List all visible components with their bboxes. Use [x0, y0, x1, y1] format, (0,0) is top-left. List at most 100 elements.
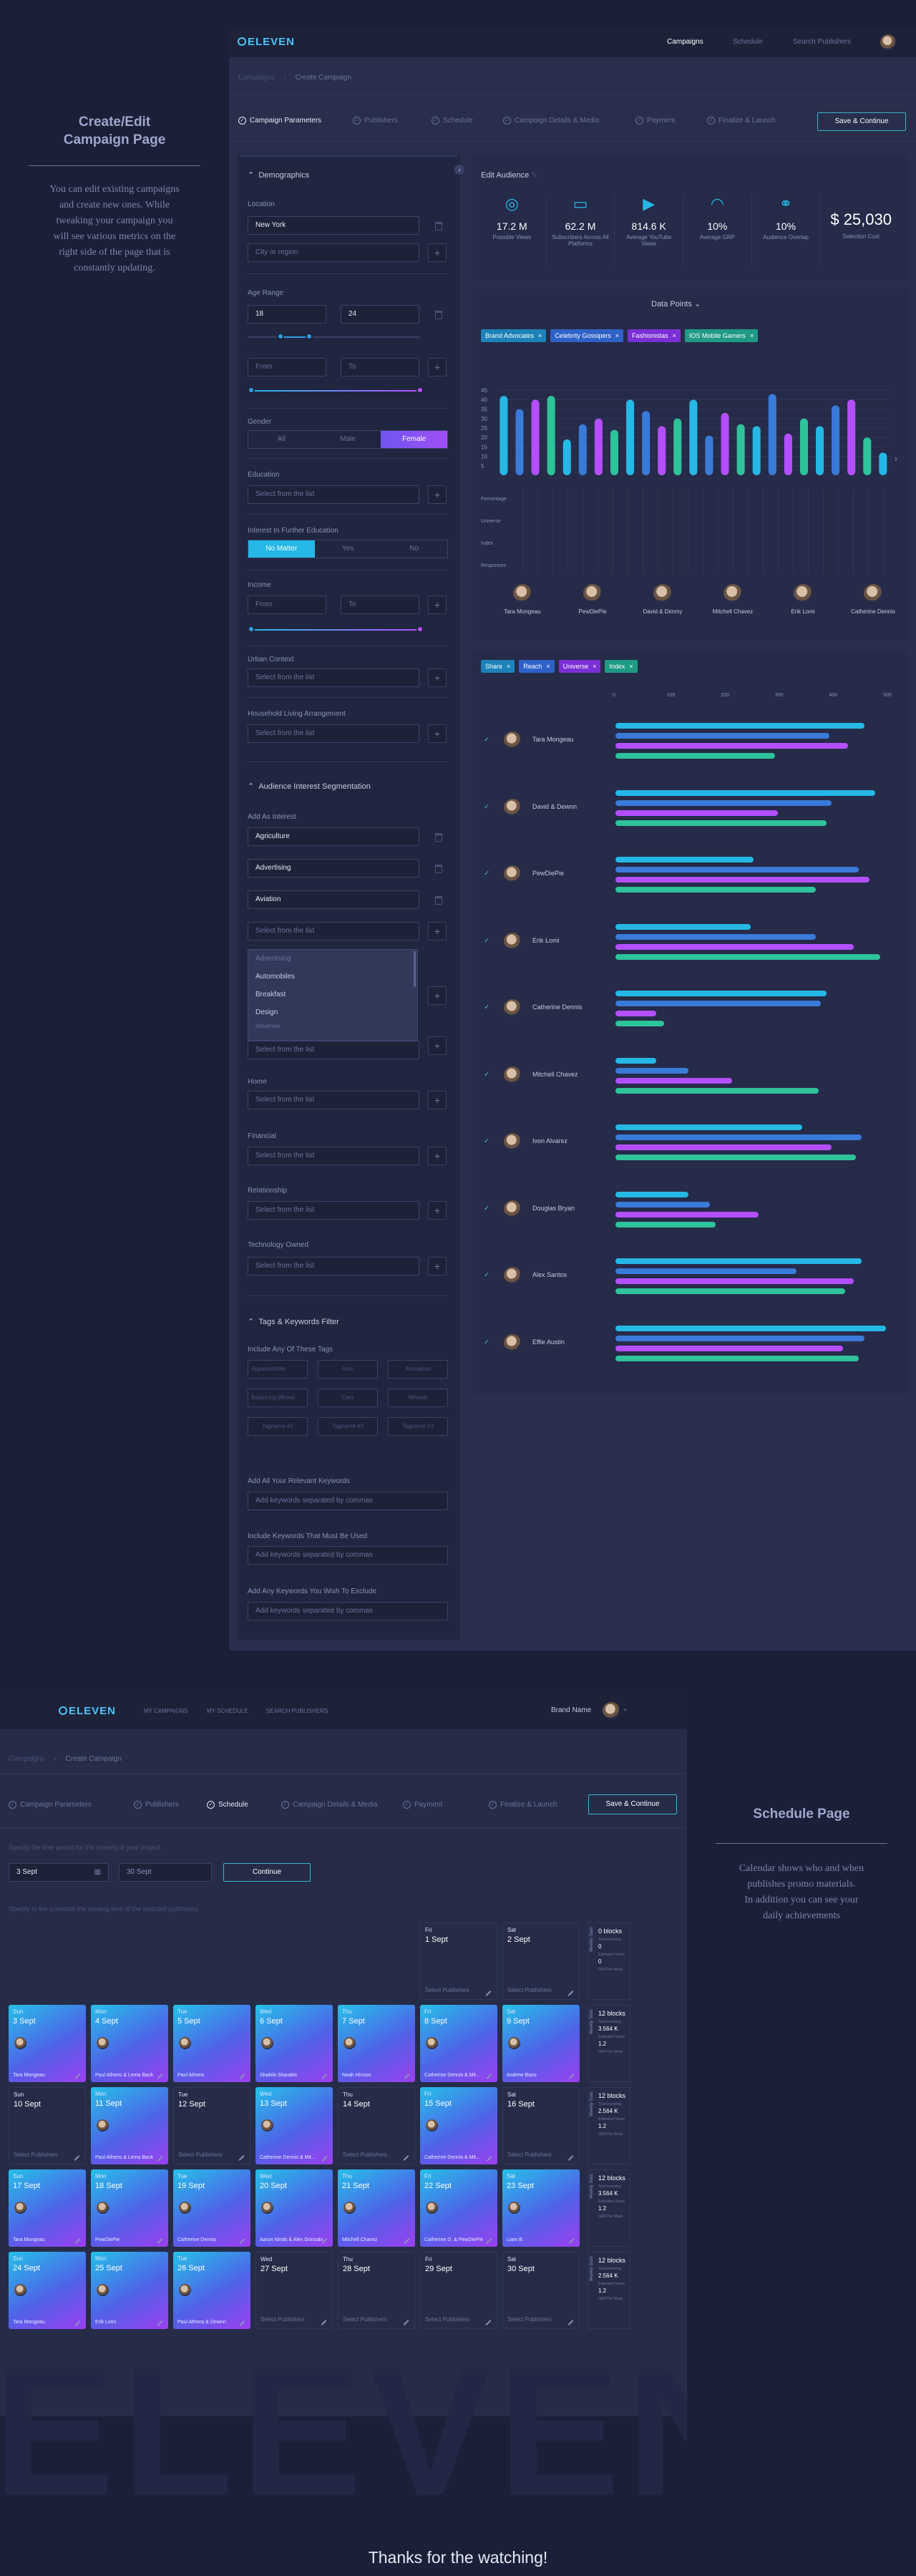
bar-18[interactable]: [768, 394, 776, 475]
check-icon[interactable]: ✓: [484, 802, 490, 811]
edit-icon[interactable]: [157, 2156, 163, 2162]
hbar[interactable]: [615, 723, 864, 729]
person-catherine[interactable]: Catherine Dennis: [844, 584, 902, 615]
section-demographics[interactable]: ⌃ Demographics: [248, 171, 310, 180]
add-button[interactable]: +: [428, 1036, 447, 1055]
tag-chip[interactable]: Tagname #1: [248, 1417, 308, 1436]
publisher-row[interactable]: ✓ PewDiePie: [472, 841, 907, 905]
bar-24[interactable]: [863, 437, 872, 475]
step-campaign-parameters[interactable]: ✓ Campaign Parameters: [238, 117, 353, 125]
person-erik[interactable]: Erik Lomi: [774, 584, 832, 615]
publisher-row[interactable]: ✓ Effie Austin: [472, 1310, 907, 1374]
bar-25[interactable]: [879, 452, 887, 475]
select-publishers[interactable]: Select Publishers: [343, 2316, 387, 2323]
hbar[interactable]: [615, 1258, 862, 1264]
bar-21[interactable]: [816, 426, 824, 475]
exclude-keywords-input[interactable]: Add keywords separated by commas: [248, 1602, 448, 1620]
hbar[interactable]: [615, 743, 849, 749]
edit-icon[interactable]: [403, 2155, 409, 2161]
add-interest-button[interactable]: +: [428, 922, 447, 941]
select-publishers[interactable]: Select Publishers: [14, 2152, 58, 2158]
age-from-input[interactable]: 18: [248, 305, 326, 324]
bar-19[interactable]: [784, 433, 792, 475]
calendar-day[interactable]: Thu 14 Sept Select Publishers: [338, 2087, 415, 2164]
calendar-day[interactable]: Wed 20 Sept Aaron Ninds & Alex Gonzalo: [255, 2169, 333, 2247]
home-select[interactable]: Select from the list: [248, 1091, 419, 1109]
edit-icon[interactable]: [403, 2320, 409, 2325]
step-payment[interactable]: ✓ Payment: [635, 117, 707, 125]
close-icon[interactable]: ×: [672, 332, 676, 339]
tag-chip[interactable]: Balancing Wheel: [248, 1389, 308, 1407]
add-education-button[interactable]: +: [428, 485, 447, 504]
publisher-row[interactable]: ✓ Alex Santos: [472, 1243, 907, 1307]
interest-select-3[interactable]: Aviation: [248, 890, 419, 909]
edit-icon[interactable]: [74, 2074, 81, 2079]
tag-chip[interactable]: Tagname #2: [318, 1417, 378, 1436]
check-icon[interactable]: ✓: [484, 1271, 490, 1279]
calendar-day[interactable]: Sat 9 Sept Andrew Bazo: [502, 2005, 580, 2082]
add-financial-button[interactable]: +: [428, 1147, 447, 1165]
gender-female[interactable]: Female: [381, 431, 448, 448]
bar-10[interactable]: [642, 411, 651, 475]
check-icon[interactable]: ✓: [484, 936, 490, 945]
add-household-button[interactable]: +: [428, 724, 447, 743]
step-campaign-parameters[interactable]: ✓ Campaign Parameters: [9, 1801, 134, 1809]
brand-name[interactable]: Brand Name: [551, 1706, 592, 1714]
hbar[interactable]: [615, 933, 816, 940]
age-to-input[interactable]: 24: [341, 305, 419, 324]
filter-chip[interactable]: Universe ×: [558, 660, 601, 673]
hbar[interactable]: [615, 1191, 689, 1197]
person-david[interactable]: David & Dimmy: [634, 584, 691, 615]
calendar-day[interactable]: Fri 1 Sept Select Publishers: [420, 1923, 497, 2000]
trash-icon[interactable]: [435, 222, 442, 230]
trash-icon[interactable]: [435, 896, 442, 905]
bar-23[interactable]: [847, 399, 856, 475]
nav-campaigns[interactable]: Campaigns: [667, 38, 703, 46]
close-icon[interactable]: ×: [593, 663, 597, 670]
hbar[interactable]: [615, 799, 832, 806]
publisher-row[interactable]: ✓ Mitchell Chavez: [472, 1042, 907, 1107]
age-slider[interactable]: [248, 336, 419, 338]
age-to-empty[interactable]: To: [341, 358, 419, 376]
check-icon[interactable]: ✓: [484, 1137, 490, 1145]
breadcrumb-campaigns[interactable]: Campaigns: [238, 74, 275, 82]
edit-icon[interactable]: [486, 2156, 492, 2162]
edit-icon[interactable]: [404, 2074, 410, 2079]
slider-handle[interactable]: [248, 626, 255, 633]
bar-8[interactable]: [610, 429, 619, 475]
save-continue-button[interactable]: Save & Continue: [817, 112, 906, 131]
dropdown-item[interactable]: Advertising: [255, 955, 291, 963]
edit-icon[interactable]: [239, 2238, 245, 2244]
hbar[interactable]: [615, 857, 754, 862]
edit-icon[interactable]: [321, 2156, 328, 2162]
nav-my-schedule[interactable]: MY SCHEDULE: [207, 1708, 248, 1714]
check-icon[interactable]: ✓: [484, 736, 490, 744]
calendar-day[interactable]: Sat 2 Sept Select Publishers: [502, 1923, 580, 2000]
hbar[interactable]: [615, 953, 881, 960]
filter-chip[interactable]: Share ×: [481, 660, 515, 673]
must-keywords-input[interactable]: Add keywords separated by commas: [248, 1546, 448, 1565]
hbar[interactable]: [615, 1057, 656, 1064]
publisher-row[interactable]: ✓ Erik Lomi: [472, 908, 907, 973]
select-publishers[interactable]: Select Publishers: [425, 2316, 469, 2323]
select-publishers[interactable]: Select Publishers: [178, 2152, 223, 2158]
bar-2[interactable]: [515, 409, 524, 475]
edit-icon[interactable]: [239, 2074, 245, 2079]
step-finalize[interactable]: ✓ Finalize & Launch: [707, 117, 793, 125]
edit-icon[interactable]: [486, 2238, 492, 2244]
income-from[interactable]: From: [248, 596, 326, 614]
add-button[interactable]: +: [428, 986, 447, 1005]
close-icon[interactable]: ×: [538, 332, 542, 339]
edit-icon[interactable]: [157, 2074, 163, 2079]
continue-button[interactable]: Continue: [223, 1863, 311, 1882]
edit-icon[interactable]: [321, 2074, 328, 2079]
hbar[interactable]: [615, 820, 827, 826]
calendar-day[interactable]: Mon 25 Sept Erik Lomi: [91, 2252, 168, 2329]
calendar-day[interactable]: Wed 27 Sept Select Publishers: [255, 2252, 333, 2329]
date-from-input[interactable]: 3 Sept ▦: [9, 1863, 109, 1882]
bar-4[interactable]: [547, 396, 555, 475]
edit-icon[interactable]: [404, 2238, 410, 2244]
income-to[interactable]: To: [341, 596, 419, 614]
calendar-day[interactable]: Sat 23 Sept Liam B.: [502, 2169, 580, 2247]
hbar[interactable]: [615, 867, 859, 873]
